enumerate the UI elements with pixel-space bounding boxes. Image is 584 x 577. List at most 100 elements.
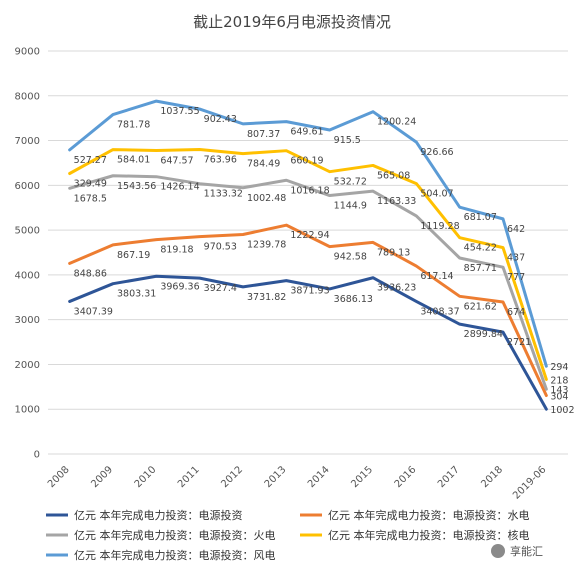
data-label: 437	[507, 253, 525, 264]
x-tick-label: 2018	[479, 464, 505, 490]
data-label: 1239.78	[247, 240, 286, 251]
y-tick-label: 0	[34, 450, 40, 461]
data-label: 1678.5	[74, 193, 107, 204]
legend-item: 亿元 本年完成电力投资：电源投资：风电	[46, 548, 276, 562]
y-tick-label: 6000	[15, 181, 40, 192]
x-tick-label: 2013	[263, 464, 289, 490]
data-label: 857.71	[464, 263, 497, 274]
y-tick-label: 3000	[15, 315, 40, 326]
data-label: 942.58	[334, 252, 367, 263]
data-label: 3871.93	[290, 286, 329, 297]
data-label: 617.14	[420, 271, 453, 282]
series-layer	[68, 99, 548, 411]
x-tick-label: 2008	[46, 464, 72, 490]
data-label: 304	[550, 392, 568, 403]
legend-label: 亿元 本年完成电力投资：电源投资：风电	[74, 548, 276, 562]
data-label: 143	[550, 385, 568, 396]
data-label: 527.27	[74, 155, 107, 166]
data-label: 781.78	[117, 120, 150, 131]
series-line	[68, 148, 548, 381]
data-label: 218	[550, 375, 568, 386]
data-label: 1119.28	[420, 221, 459, 232]
data-label: 621.62	[464, 301, 497, 312]
series-line	[68, 274, 548, 411]
data-label: 807.37	[247, 129, 280, 140]
grid-layer	[48, 50, 568, 455]
data-label: 789.13	[377, 247, 410, 258]
data-label: 1144.9	[334, 201, 367, 212]
legend-label: 亿元 本年完成电力投资：电源投资	[74, 508, 243, 522]
data-label: 1200.24	[377, 117, 416, 128]
x-tick-label: 2012	[219, 464, 245, 490]
x-tick-label: 2010	[133, 464, 159, 490]
data-label: 777	[507, 272, 525, 283]
x-tick-label: 2017	[436, 464, 462, 490]
data-label: 1037.55	[160, 106, 199, 117]
data-label: 915.5	[334, 135, 361, 146]
legend-label: 亿元 本年完成电力投资：电源投资：核电	[328, 528, 530, 542]
data-label: 902.43	[204, 114, 237, 125]
y-tick-label: 4000	[15, 270, 40, 281]
legend-item: 亿元 本年完成电力投资：电源投资：火电	[46, 528, 276, 542]
data-label: 3969.36	[160, 281, 199, 292]
series-line	[68, 99, 548, 368]
data-label: 674	[507, 307, 525, 318]
y-tick-label: 7000	[15, 136, 40, 147]
y-tick-label: 1000	[15, 405, 40, 416]
data-label-layer: 3407.39 3803.31 3969.36 3927.4 3731.82 3871.9…	[74, 106, 575, 416]
data-label: 3408.37	[420, 306, 459, 317]
data-label: 504.07	[420, 189, 453, 200]
data-label: 3686.13	[334, 294, 373, 305]
data-label: 329.49	[74, 179, 107, 190]
legend-label: 亿元 本年完成电力投资：电源投资：水电	[328, 508, 530, 522]
x-tick-label: 2011	[176, 464, 202, 490]
data-label: 3936.23	[377, 283, 416, 294]
chart-title: 截止2019年6月电源投资情况	[193, 13, 391, 31]
data-label: 660.19	[290, 156, 323, 167]
data-label: 1543.56	[117, 181, 156, 192]
legend-item: 亿元 本年完成电力投资：电源投资	[46, 508, 243, 522]
x-tick-label: 2014	[306, 464, 332, 490]
x-tick-label: 2015	[349, 464, 375, 490]
data-label: 3731.82	[247, 292, 286, 303]
data-label: 3803.31	[117, 289, 156, 300]
legend-label: 亿元 本年完成电力投资：电源投资：火电	[74, 528, 276, 542]
legend-item: 亿元 本年完成电力投资：电源投资：水电	[300, 508, 530, 522]
data-label: 970.53	[204, 242, 237, 253]
series-line	[68, 223, 548, 398]
data-label: 763.96	[204, 155, 237, 166]
data-label: 2899.84	[464, 329, 503, 340]
data-label: 647.57	[160, 156, 193, 167]
y-tick-label: 2000	[15, 360, 40, 371]
data-label: 1016.18	[290, 185, 329, 196]
data-label: 565.08	[377, 170, 410, 181]
data-label: 3407.39	[74, 306, 113, 317]
data-label: 926.66	[420, 147, 453, 158]
data-label: 294	[550, 362, 568, 373]
data-label: 1133.32	[204, 189, 243, 200]
y-tick-label: 8000	[15, 91, 40, 102]
data-label: 454.22	[464, 243, 497, 254]
data-label: 784.49	[247, 159, 280, 170]
watermark: 享能汇	[491, 544, 543, 558]
y-tick-label: 5000	[15, 226, 40, 237]
x-tick-label: 2016	[393, 464, 419, 490]
data-label: 819.18	[160, 245, 193, 256]
watermark-text: 享能汇	[510, 544, 543, 558]
wechat-logo-icon	[491, 544, 505, 558]
data-label: 584.01	[117, 155, 150, 166]
data-label: 2721	[507, 337, 531, 348]
data-label: 3927.4	[204, 283, 237, 294]
data-label: 1163.33	[377, 196, 416, 207]
x-tick-label: 2019-06	[511, 464, 548, 501]
data-label: 1222.94	[290, 230, 329, 241]
data-label: 1002	[550, 405, 574, 416]
data-label: 1426.14	[160, 182, 199, 193]
data-label: 867.19	[117, 250, 150, 261]
y-tick-label: 9000	[15, 47, 40, 58]
data-label: 681.07	[464, 212, 497, 223]
data-label: 642	[507, 224, 525, 235]
